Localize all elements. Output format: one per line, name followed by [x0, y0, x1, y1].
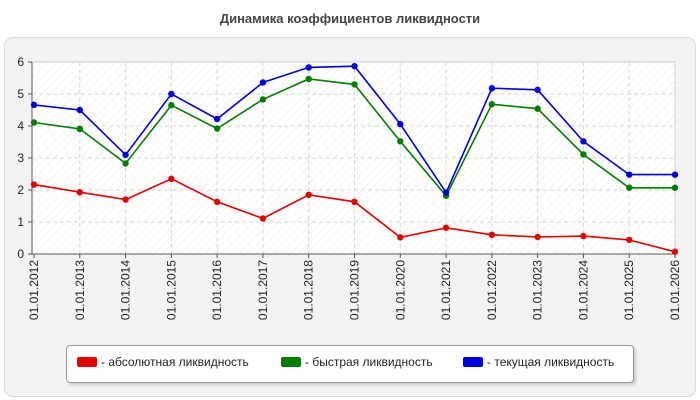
- data-point-s1-3: [168, 102, 175, 109]
- data-point-s0-7: [351, 198, 358, 206]
- y-tick-label: 6: [17, 55, 24, 69]
- data-point-s1-13: [626, 184, 633, 191]
- y-tick-labels: 0 1 2 3 4 5 6: [17, 55, 24, 261]
- data-point-s2-6: [305, 64, 312, 71]
- data-point-s2-4: [213, 115, 221, 123]
- x-tick-label: 01.01.2013: [73, 260, 87, 320]
- x-tick-label: 01.01.2017: [256, 260, 270, 320]
- data-point-s0-6: [305, 191, 312, 198]
- series-points: [30, 62, 679, 255]
- x-tick-label: 01.01.2012: [27, 260, 41, 320]
- data-point-s1-12: [580, 151, 587, 158]
- legend-item-quick: - быстрая ликвидность: [281, 354, 433, 370]
- data-point-s2-11: [534, 86, 541, 94]
- data-point-s0-8: [397, 234, 404, 241]
- legend-label-absolute: - абсолютная ликвидность: [101, 355, 249, 369]
- legend-swatch-absolute: [77, 357, 97, 367]
- y-tick-label: 2: [17, 183, 24, 197]
- x-tick-label: 01.01.2014: [119, 260, 133, 320]
- x-tick-label: 01.01.2018: [302, 260, 316, 320]
- data-point-s1-10: [488, 101, 496, 108]
- x-tick-label: 01.01.2024: [576, 260, 590, 320]
- legend-label-current: - текущая ликвидность: [487, 355, 615, 369]
- y-tick-label: 3: [17, 151, 24, 165]
- y-tick-label: 0: [17, 247, 24, 261]
- y-tick-label: 1: [17, 215, 24, 229]
- data-point-s1-5: [259, 96, 267, 103]
- data-point-s2-5: [259, 79, 267, 86]
- chart-title: Динамика коэффициентов ликвидности: [219, 11, 481, 26]
- data-point-s1-1: [76, 125, 83, 133]
- data-point-s1-4: [213, 125, 221, 132]
- legend-item-absolute: - абсолютная ликвидность: [77, 354, 249, 370]
- data-point-s2-8: [397, 120, 404, 128]
- data-point-s2-10: [488, 85, 496, 92]
- data-point-s2-12: [580, 138, 587, 145]
- data-point-s2-13: [626, 171, 633, 178]
- data-point-s0-1: [76, 189, 83, 196]
- y-tick-label: 4: [17, 119, 24, 133]
- y-tick-label: 5: [17, 87, 24, 101]
- data-point-s2-0: [30, 101, 38, 109]
- x-tick-label: 01.01.2022: [485, 260, 499, 320]
- data-point-s1-6: [305, 75, 312, 83]
- data-point-s2-1: [76, 106, 83, 114]
- data-point-s0-9: [442, 224, 450, 231]
- data-point-s1-11: [534, 105, 541, 112]
- data-point-s2-14: [671, 171, 679, 178]
- legend-item-current: - текущая ликвидность: [463, 354, 614, 370]
- x-tick-label: 01.01.2025: [622, 260, 636, 320]
- x-tick-label: 01.01.2020: [393, 260, 407, 320]
- data-point-s2-3: [168, 90, 175, 98]
- data-point-s0-5: [259, 215, 267, 222]
- data-point-s0-2: [122, 196, 129, 203]
- axes: [28, 61, 676, 258]
- data-point-s0-13: [626, 236, 633, 244]
- data-point-s2-9: [442, 189, 450, 196]
- legend-swatch-current: [463, 357, 483, 367]
- x-tick-label: 01.01.2019: [348, 260, 362, 320]
- data-point-s1-0: [30, 119, 38, 126]
- x-tick-label: 01.01.2021: [439, 260, 453, 320]
- data-point-s0-4: [213, 198, 221, 206]
- data-point-s1-2: [122, 160, 129, 167]
- data-point-s2-7: [351, 62, 358, 70]
- data-point-s0-0: [30, 181, 38, 188]
- data-point-s2-2: [122, 151, 129, 158]
- legend-label-quick: - быстрая ликвидность: [305, 355, 433, 369]
- x-tick-labels: 01.01.2012 01.01.2013 01.01.2014 01.01.2015…: [27, 260, 682, 320]
- data-point-s0-3: [168, 175, 175, 182]
- data-point-s0-14: [671, 248, 679, 255]
- data-point-s0-11: [534, 233, 541, 241]
- data-point-s0-10: [488, 231, 496, 238]
- x-tick-label: 01.01.2026: [668, 260, 682, 320]
- legend: - абсолютная ликвидность - быстрая ликви…: [66, 345, 634, 383]
- x-tick-label: 01.01.2023: [531, 260, 545, 320]
- data-point-s0-12: [580, 232, 587, 240]
- x-tick-label: 01.01.2016: [210, 260, 224, 320]
- data-point-s1-14: [671, 184, 679, 191]
- x-tick-label: 01.01.2015: [164, 260, 178, 320]
- data-point-s1-7: [351, 81, 358, 88]
- legend-swatch-quick: [281, 357, 301, 367]
- data-point-s1-8: [397, 138, 404, 145]
